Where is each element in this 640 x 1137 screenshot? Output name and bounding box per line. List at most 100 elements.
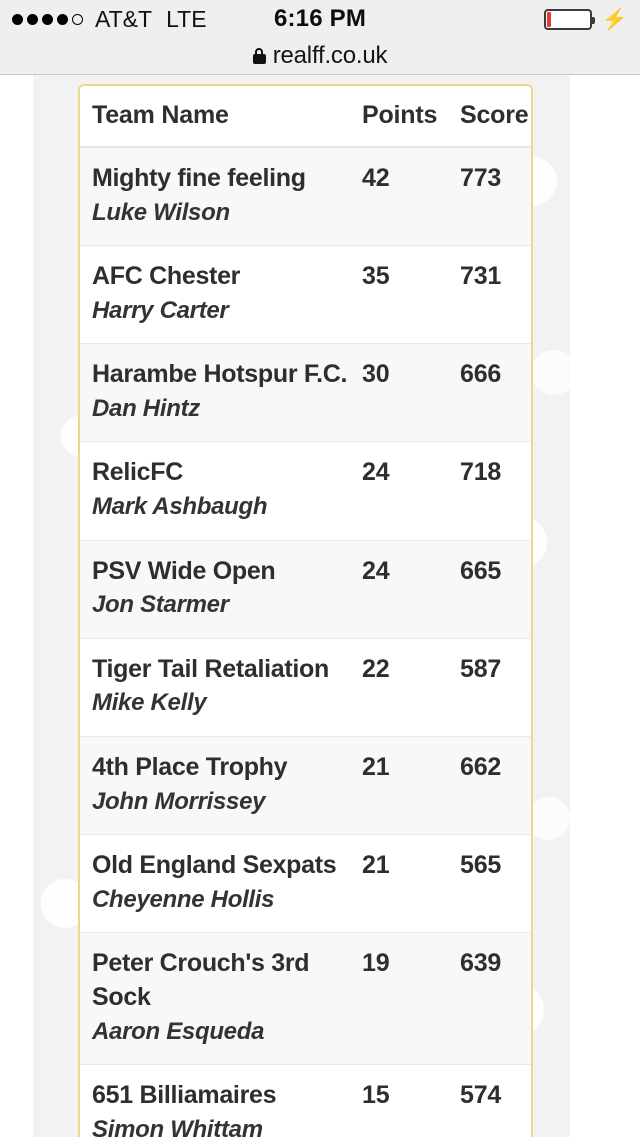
table-row[interactable]: AFC Chester Harry Carter 35 731 xyxy=(80,245,531,344)
points-value: 30 xyxy=(362,360,390,389)
points-value: 24 xyxy=(362,458,390,487)
cell-score: 587 xyxy=(460,653,531,687)
cell-score: 731 xyxy=(460,260,531,294)
leaderboard-table: Team Name Points Score Mighty fine feeli… xyxy=(78,84,533,1137)
score-value: 665 xyxy=(460,556,502,585)
score-value: 662 xyxy=(460,752,502,781)
score-value: 639 xyxy=(460,949,502,978)
manager-name: Luke Wilson xyxy=(92,198,230,226)
manager-name: Cheyenne Hollis xyxy=(92,885,275,913)
team-name: 4th Place Trophy xyxy=(92,752,288,781)
network-type-label: LTE xyxy=(166,5,207,32)
cell-score: 773 xyxy=(460,162,531,196)
lock-icon xyxy=(252,48,266,64)
lightning-bolt-icon: ⚡ xyxy=(601,7,628,31)
points-value: 19 xyxy=(362,949,390,978)
points-value: 21 xyxy=(362,752,390,781)
signal-dot-empty xyxy=(72,13,83,25)
battery-icon xyxy=(543,8,595,30)
cell-team: Peter Crouch's 3rd Sock Aaron Esqueda xyxy=(92,947,362,1048)
signal-dot-filled xyxy=(42,13,53,25)
table-row[interactable]: 651 Billiamaires Simon Whittam 15 574 xyxy=(80,1064,531,1137)
cell-points: 24 xyxy=(362,555,460,589)
score-value: 574 xyxy=(460,1081,502,1110)
signal-dot-filled xyxy=(57,13,68,25)
cell-team: AFC Chester Harry Carter xyxy=(92,260,362,327)
browser-url-bar[interactable]: realff.co.uk xyxy=(0,38,640,75)
cell-points: 22 xyxy=(362,653,460,687)
manager-name: Dan Hintz xyxy=(92,395,200,423)
points-value: 42 xyxy=(362,164,390,192)
cell-team: Mighty fine feeling Luke Wilson xyxy=(92,162,362,229)
manager-name: Jon Starmer xyxy=(92,591,229,619)
score-value: 666 xyxy=(460,360,502,389)
table-row[interactable]: Old England Sexpats Cheyenne Hollis 21 565 xyxy=(80,833,531,933)
cell-score: 718 xyxy=(460,456,531,490)
web-page-content: Team Name Points Score Mighty fine feeli… xyxy=(0,75,640,1137)
team-name: Peter Crouch's 3rd Sock xyxy=(92,949,310,1011)
points-value: 35 xyxy=(362,262,390,291)
cell-score: 574 xyxy=(460,1079,531,1113)
cell-points: 35 xyxy=(362,260,460,294)
cell-team: Old England Sexpats Cheyenne Hollis xyxy=(92,849,362,916)
cell-points: 19 xyxy=(362,947,460,981)
table-row[interactable]: PSV Wide Open Jon Starmer 24 665 xyxy=(80,539,531,638)
points-value: 22 xyxy=(362,654,390,683)
cell-points: 15 xyxy=(362,1079,460,1113)
ios-status-bar: AT&T LTE 6:16 PM ⚡ xyxy=(0,0,640,38)
battery-fill xyxy=(546,11,551,27)
table-row[interactable]: Peter Crouch's 3rd Sock Aaron Esqueda 19 63… xyxy=(80,932,531,1065)
column-header-team-name: Team Name xyxy=(92,101,229,129)
manager-name: Harry Carter xyxy=(92,296,229,324)
signal-strength-icon xyxy=(12,13,83,25)
table-row[interactable]: Harambe Hotspur F.C. Dan Hintz 30 666 xyxy=(80,343,531,442)
table-header-row: Team Name Points Score xyxy=(80,86,531,148)
carrier-label: AT&T xyxy=(95,5,153,32)
team-name: Old England Sexpats xyxy=(92,850,337,879)
cell-score: 666 xyxy=(460,358,531,392)
cell-score: 662 xyxy=(460,751,531,785)
cell-points: 42 xyxy=(362,162,460,196)
table-row[interactable]: Tiger Tail Retaliation Mike Kelly 22 587 xyxy=(80,637,531,736)
signal-dot-filled xyxy=(27,13,38,25)
table-row[interactable]: 4th Place Trophy John Morrissey 21 662 xyxy=(80,735,531,834)
team-name: AFC Chester xyxy=(92,262,241,291)
manager-name: Mike Kelly xyxy=(92,689,207,717)
status-bar-right: ⚡ xyxy=(543,7,628,31)
cell-points: 21 xyxy=(362,751,460,785)
score-value: 731 xyxy=(460,262,502,291)
column-header-points: Points xyxy=(362,101,438,129)
team-name: PSV Wide Open xyxy=(92,556,276,585)
status-bar-left: AT&T LTE xyxy=(12,6,207,33)
cell-score: 639 xyxy=(460,947,531,981)
manager-name: Simon Whittam xyxy=(92,1115,263,1137)
cell-score: 665 xyxy=(460,555,531,589)
cell-score: 565 xyxy=(460,849,531,883)
team-name: 651 Billiamaires xyxy=(92,1081,277,1110)
table-body: Mighty fine feeling Luke Wilson 42 773 AFC C… xyxy=(80,148,531,1137)
cell-points: 21 xyxy=(362,849,460,883)
table-row[interactable]: Mighty fine feeling Luke Wilson 42 773 xyxy=(80,148,531,246)
manager-name: Aaron Esqueda xyxy=(92,1017,265,1045)
points-value: 24 xyxy=(362,556,390,585)
team-name: RelicFC xyxy=(92,458,183,487)
cell-team: PSV Wide Open Jon Starmer xyxy=(92,555,362,622)
score-value: 587 xyxy=(460,654,502,683)
score-value: 718 xyxy=(460,458,502,487)
signal-dot-filled xyxy=(12,13,23,25)
score-value: 773 xyxy=(460,164,502,192)
cell-team: 4th Place Trophy John Morrissey xyxy=(92,751,362,818)
cell-team: Tiger Tail Retaliation Mike Kelly xyxy=(92,653,362,720)
cell-points: 24 xyxy=(362,456,460,490)
team-name: Tiger Tail Retaliation xyxy=(92,654,329,683)
score-value: 565 xyxy=(460,850,502,879)
url-text: realff.co.uk xyxy=(272,42,388,69)
column-header-score: Score xyxy=(460,101,529,129)
cell-team: Harambe Hotspur F.C. Dan Hintz xyxy=(92,358,362,425)
points-value: 21 xyxy=(362,850,390,879)
cell-team: RelicFC Mark Ashbaugh xyxy=(92,456,362,523)
manager-name: Mark Ashbaugh xyxy=(92,493,268,521)
team-name: Mighty fine feeling xyxy=(92,164,306,192)
team-name: Harambe Hotspur F.C. xyxy=(92,360,348,389)
table-row[interactable]: RelicFC Mark Ashbaugh 24 718 xyxy=(80,441,531,540)
